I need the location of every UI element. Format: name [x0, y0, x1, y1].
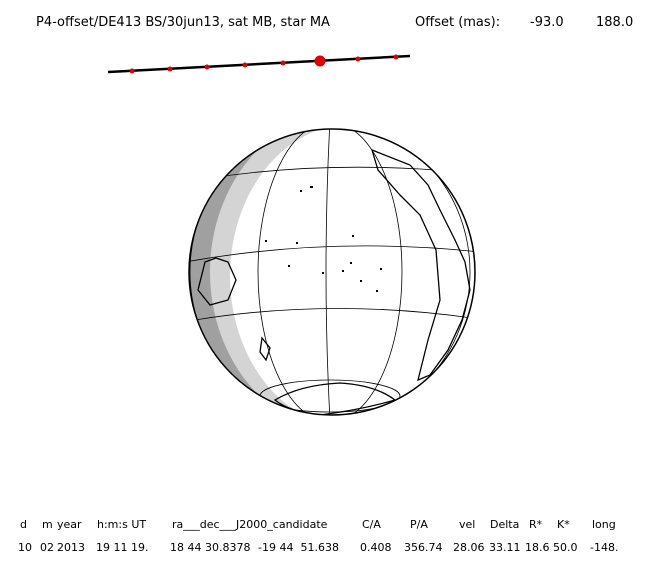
- column-header: h:m:s UT: [97, 518, 146, 531]
- column-header: C/A: [362, 518, 381, 531]
- cell: 02: [40, 541, 54, 554]
- cell: 19 11 19.: [96, 541, 148, 554]
- column-header: d: [20, 518, 27, 531]
- column-header: ra___dec___J2000_candidate: [172, 518, 328, 531]
- cell: -19 44 51.638: [258, 541, 339, 554]
- column-header: long: [592, 518, 616, 531]
- column-header: m: [42, 518, 53, 531]
- cell: 10: [18, 541, 32, 554]
- title: P4-offset/DE413 BS/30jun13, sat MB, star…: [36, 15, 330, 30]
- column-header: K*: [557, 518, 570, 531]
- cell: 33.11: [489, 541, 521, 554]
- column-header: year: [57, 518, 82, 531]
- column-header: R*: [529, 518, 543, 531]
- cell: 0.408: [360, 541, 392, 554]
- column-header: P/A: [410, 518, 428, 531]
- offset-label: Offset (mas):: [415, 15, 500, 30]
- cell: 18 44 30.8378: [170, 541, 250, 554]
- globe-rim: [188, 128, 476, 416]
- parameter-table: d m year h:m:s UT ra___dec___J2000_candidate…: [18, 518, 618, 554]
- cell: 356.74: [404, 541, 443, 554]
- globe: [189, 129, 475, 415]
- offset-value: -93.0: [530, 15, 564, 30]
- cell: 2013: [57, 541, 85, 554]
- track: [107, 54, 411, 74]
- cell: 50.0: [553, 541, 578, 554]
- column-header: Delta: [490, 518, 519, 531]
- column-header: vel: [459, 518, 475, 531]
- cell: 18.6: [525, 541, 550, 554]
- offset-value: 188.0: [596, 15, 633, 30]
- cell: -148.: [590, 541, 618, 554]
- cell: 28.06: [453, 541, 485, 554]
